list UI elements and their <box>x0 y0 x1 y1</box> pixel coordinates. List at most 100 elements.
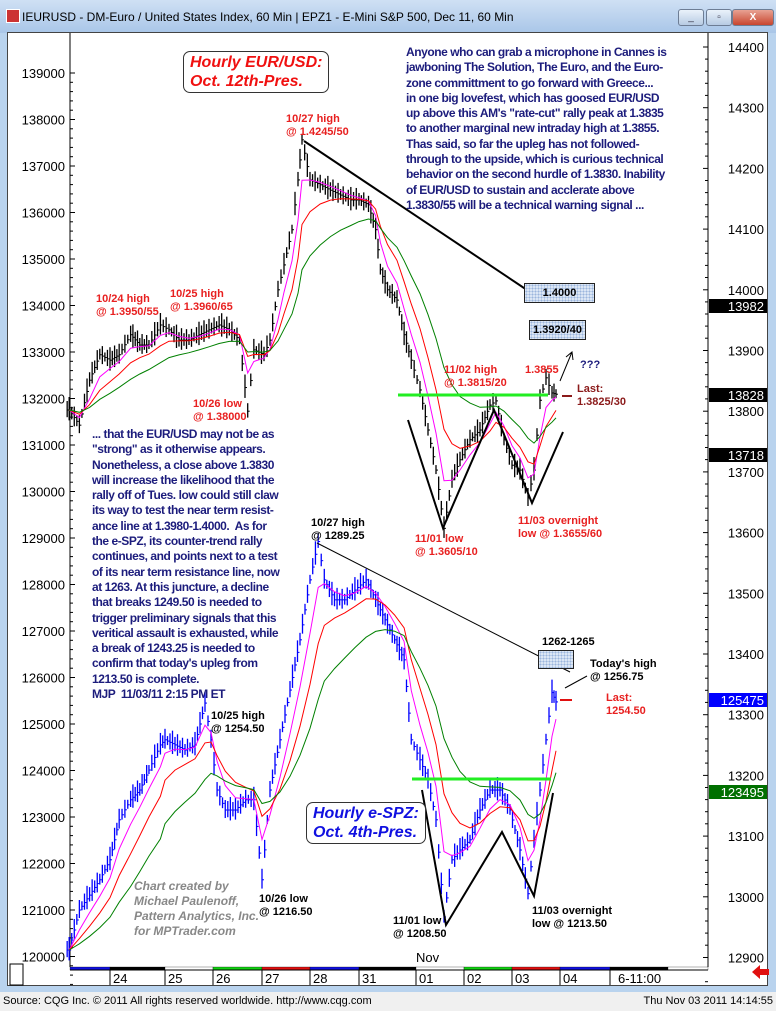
right-axis-tick-label: 14400 <box>728 40 764 55</box>
left-axis-tick-label: 128000 <box>22 578 65 593</box>
left-axis-tick-label: 131000 <box>22 438 65 453</box>
left-axis-tick-label: 133000 <box>22 345 65 360</box>
eur-double-bottom-pattern <box>407 407 564 531</box>
right-axis-tick-label: 13100 <box>728 829 764 844</box>
status-bar: Source: CQG Inc. © 2011 All rights reser… <box>0 992 776 1011</box>
spz-title-line2: Oct. 4th-Pres. <box>313 824 418 841</box>
right-axis-tick-label: 13700 <box>728 465 764 480</box>
eur-label-1027-high: 10/27 high @ 1.4245/50 <box>286 113 349 138</box>
commentary-left: ... that the EUR/USD may not be as "stro… <box>92 427 280 702</box>
left-axis-tick-label: 122000 <box>22 857 65 872</box>
eur-label-1102-high: 11/02 high @ 1.3815/20 <box>444 364 507 389</box>
eur-upside-arrow-icon <box>559 351 574 382</box>
eur-label-1025-high: 10/25 high @ 1.3960/65 <box>170 288 233 313</box>
right-axis-tick-label: 13800 <box>728 404 764 419</box>
left-axis-tick-label: 126000 <box>22 671 65 686</box>
window-title: IEURUSD - DM-Euro / United States Index,… <box>22 10 514 24</box>
left-axis-tick-label: 134000 <box>22 299 65 314</box>
eur-chart-title: Hourly EUR/USD: Oct. 12th-Pres. <box>183 51 330 93</box>
commentary-top: Anyone who can grab a microphone in Cann… <box>406 45 667 212</box>
price-tag-label: 123495 <box>721 785 764 800</box>
eur-label-1024-high: 10/24 high @ 1.3950/55 <box>96 293 159 318</box>
spz-label-1027-high: 10/27 high @ 1289.25 <box>311 517 365 542</box>
moving-average-line <box>69 218 557 444</box>
left-axis-tick-label: 124000 <box>22 764 65 779</box>
spz-series <box>66 533 558 961</box>
spz-label-1025-high: 10/25 high @ 1254.50 <box>211 710 265 735</box>
left-axis-tick-label: 139000 <box>22 66 65 81</box>
moving-average-line <box>68 582 557 951</box>
month-label: Nov <box>416 950 440 965</box>
app-icon <box>6 9 20 23</box>
spz-double-bottom-pattern <box>421 789 554 928</box>
price-tag-label: 125475 <box>721 693 764 708</box>
minimize-button[interactable]: _ <box>678 9 704 26</box>
date-axis-tick-label: 24 <box>113 971 127 986</box>
eur-resistance-trendline <box>303 140 528 291</box>
price-tag-bg <box>709 299 767 313</box>
right-axis-tick-label: 13500 <box>728 586 764 601</box>
price-tag-label: 13718 <box>728 448 764 463</box>
spz-chart-title: Hourly e-SPZ: Oct. 4th-Pres. <box>306 802 426 844</box>
right-axis-tick-label: 14200 <box>728 161 764 176</box>
source-text: Source: CQG Inc. © 2011 All rights reser… <box>3 995 372 1007</box>
eur-label-intraday-high: 1.3855 <box>525 364 559 376</box>
spz-label-1026-low: 10/26 low @ 1216.50 <box>259 893 313 918</box>
eur-label-1103-low: 11/03 overnight low @ 1.3655/60 <box>518 515 603 540</box>
left-axis-tick-label: 121000 <box>22 903 65 918</box>
left-axis-tick-label: 120000 <box>22 950 65 965</box>
spz-label-1101-low: 11/01 low @ 1208.50 <box>393 915 447 940</box>
left-axis-tick-label: 132000 <box>22 392 65 407</box>
spz-title-line1: Hourly e-SPZ: <box>313 805 419 822</box>
price-tag-label: 13982 <box>728 299 764 314</box>
right-axis-tick-label: 13900 <box>728 344 764 359</box>
moving-average-line <box>69 198 557 465</box>
moving-average-line <box>68 598 557 951</box>
chart-credit: Chart created by Michael Paulenoff, Patt… <box>134 879 259 938</box>
eur-label-question: ??? <box>580 359 601 371</box>
left-axis-tick-label: 123000 <box>22 810 65 825</box>
today-high-leader-line <box>564 675 588 689</box>
right-axis-tick-label: 14300 <box>728 101 764 116</box>
spz-label-target: 1262-1265 <box>542 636 595 648</box>
scroll-right-arrow-icon <box>752 965 769 979</box>
right-axis-tick-label: 13000 <box>728 890 764 905</box>
right-axis-tick-label: 14100 <box>728 222 764 237</box>
moving-average-line <box>68 179 557 482</box>
scroll-box <box>9 963 24 986</box>
spz-label-today-high: Today's high @ 1256.75 <box>590 658 657 683</box>
eur-title-line1: Hourly EUR/USD: <box>190 54 323 71</box>
left-axis-tick-label: 135000 <box>22 252 65 267</box>
eur-target-box-2: 1.3920/40 <box>529 320 586 340</box>
left-axis-tick-label: 130000 <box>22 485 65 500</box>
close-button[interactable]: X <box>732 9 774 26</box>
eur-label-last: Last: 1.3825/30 <box>577 383 626 408</box>
date-axis-tick-label: 31 <box>362 971 376 986</box>
price-tag-bg <box>709 693 767 707</box>
price-tag-bg <box>709 785 767 799</box>
date-axis-tick-label: 01 <box>419 971 433 986</box>
right-axis-tick-label: 13600 <box>728 526 764 541</box>
moving-average-line <box>68 629 557 951</box>
right-axis-tick-label: 12900 <box>728 951 764 966</box>
date-axis-tick-label: 26 <box>216 971 230 986</box>
maximize-button[interactable]: ▫ <box>706 9 732 26</box>
right-axis-tick-label: 14000 <box>728 283 764 298</box>
date-axis-tick-label: 02 <box>467 971 481 986</box>
price-tag-bg <box>709 388 767 402</box>
right-axis-tick-label: 13300 <box>728 708 764 723</box>
left-axis-tick-label: 125000 <box>22 717 65 732</box>
right-axis-tick-label: 13200 <box>728 768 764 783</box>
eur-title-line2: Oct. 12th-Pres. <box>190 73 303 90</box>
spz-label-1103-low: 11/03 overnight low @ 1213.50 <box>532 905 613 930</box>
title-bar: IEURUSD - DM-Euro / United States Index,… <box>0 0 776 33</box>
eur-label-1101-low: 11/01 low @ 1.3605/10 <box>415 533 478 558</box>
left-axis-tick-label: 136000 <box>22 206 65 221</box>
right-axis-tick-label: 13400 <box>728 647 764 662</box>
spz-target-box <box>538 650 574 669</box>
left-axis-tick-label: 127000 <box>22 624 65 639</box>
date-axis-tick-label: 04 <box>563 971 577 986</box>
left-axis-tick-label: 137000 <box>22 159 65 174</box>
eur-target-box-1: 1.4000 <box>524 283 595 303</box>
